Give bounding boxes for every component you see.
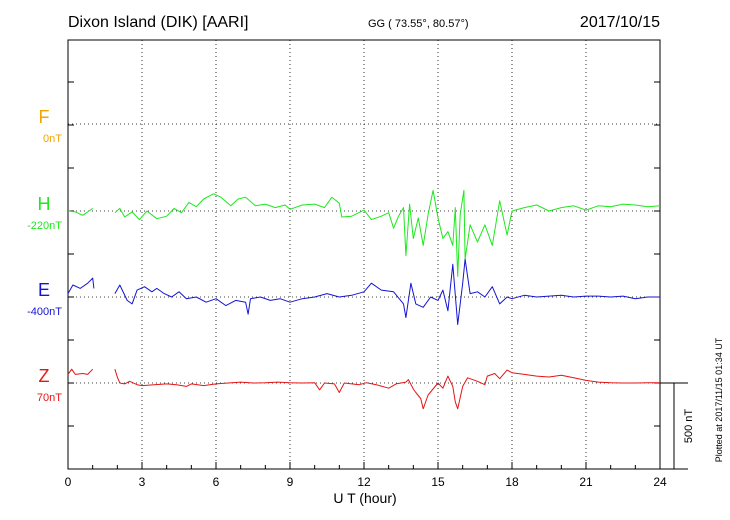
- axis-ticks: 0 3 6 9 12 15 18 21 24: [65, 81, 667, 489]
- x-tick-label: 18: [505, 475, 519, 489]
- channel-baseline-Z: 70nT: [37, 392, 62, 404]
- x-tick-label: 3: [139, 475, 146, 489]
- plotted-timestamp: Plotted at 2017/11/15 01:34 UT: [714, 337, 724, 462]
- station-title: Dixon Island (DIK) [AARI]: [68, 14, 249, 31]
- channel-baseline-E: -400nT: [27, 306, 62, 318]
- x-tick-label: 12: [357, 475, 371, 489]
- date-label: 2017/10/15: [580, 14, 660, 31]
- geographic-coords: GG ( 73.55°, 80.57°): [368, 18, 469, 30]
- grid-lines: [68, 40, 660, 469]
- x-tick-label: 6: [213, 475, 220, 489]
- channel-name-E: E: [38, 280, 50, 300]
- x-tick-label: 24: [653, 475, 667, 489]
- channel-name-Z: Z: [39, 366, 50, 386]
- x-tick-label: 9: [287, 475, 294, 489]
- trace-H: [67, 189, 661, 277]
- scale-bar: 500 nT: [660, 382, 695, 470]
- channel-baseline-H: -220nT: [27, 220, 62, 232]
- trace-E: [67, 258, 660, 325]
- channel-name-H: H: [38, 194, 51, 214]
- x-tick-label: 21: [579, 475, 593, 489]
- x-tick-label: 0: [65, 475, 72, 489]
- data-series: [67, 189, 661, 410]
- channel-baseline-F: 0nT: [43, 133, 62, 145]
- scale-bar-label: 500 nT: [683, 409, 695, 444]
- x-tick-label: 15: [431, 475, 445, 489]
- channel-labels: F 0nT H -220nT E -400nT Z 70nT: [27, 107, 62, 404]
- channel-name-F: F: [39, 107, 50, 127]
- x-axis-label: U T (hour): [333, 490, 396, 506]
- trace-Z: [67, 368, 660, 410]
